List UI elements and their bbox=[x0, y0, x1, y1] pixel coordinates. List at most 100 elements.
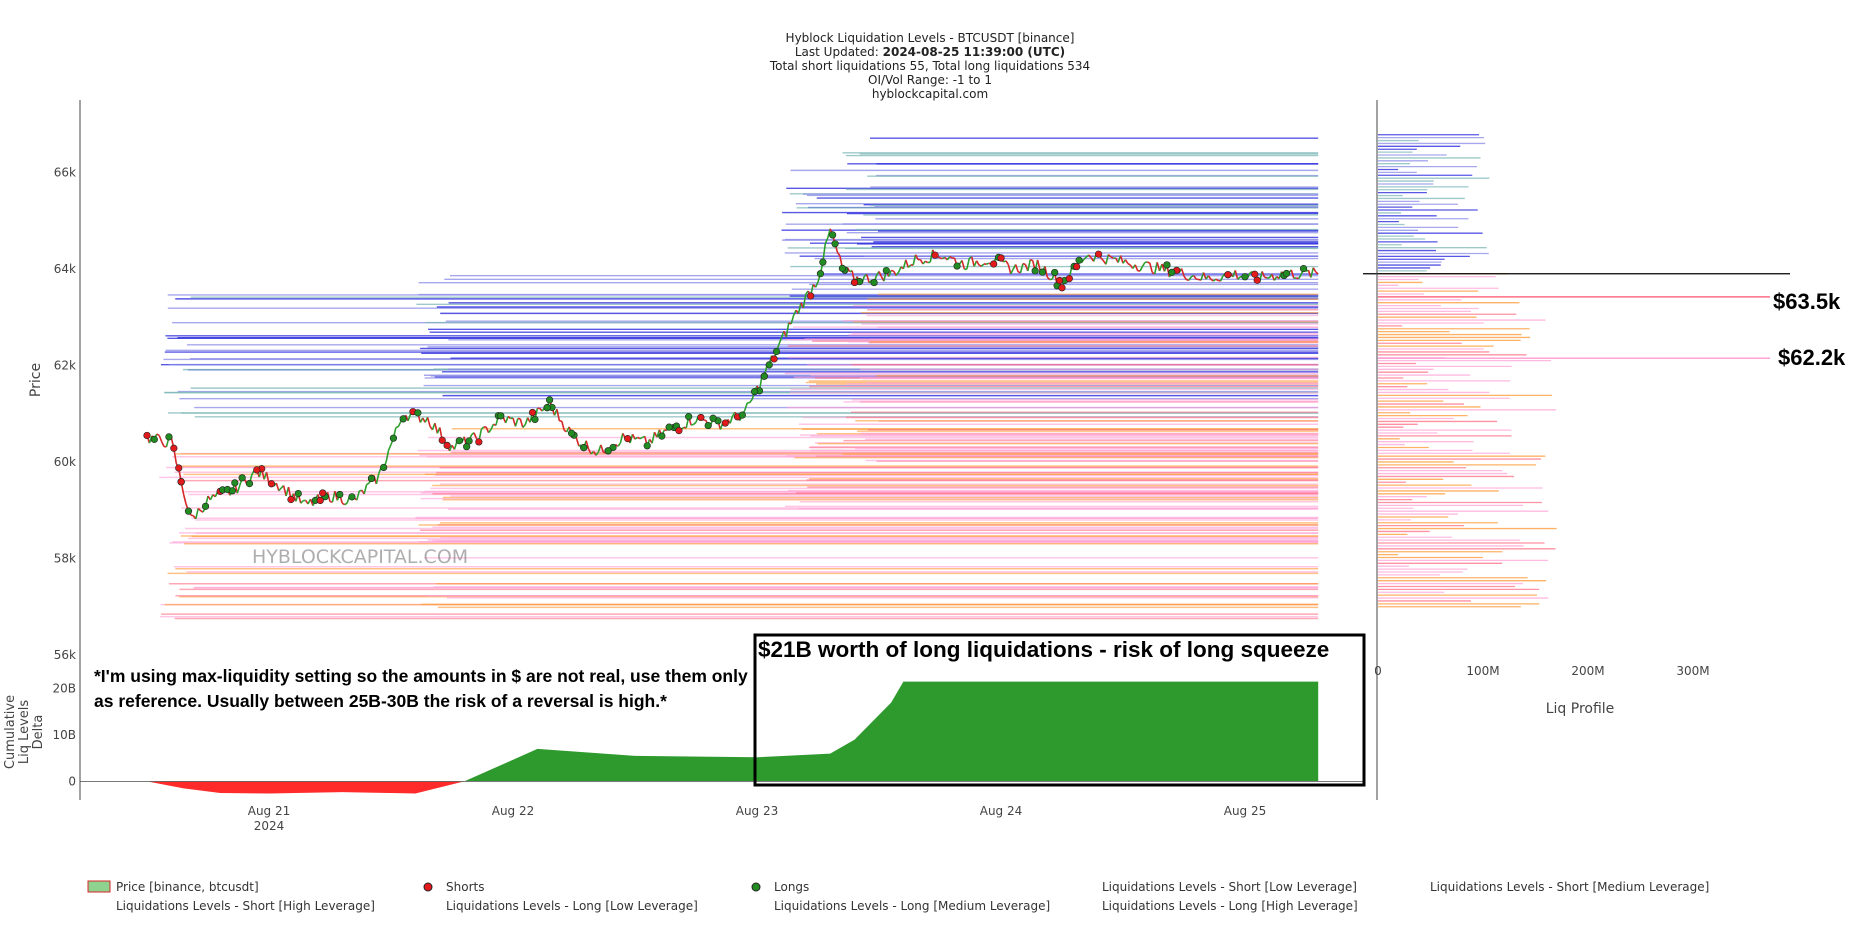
long-dot bbox=[580, 444, 588, 452]
price-segment bbox=[1044, 266, 1049, 278]
price-segment bbox=[946, 256, 951, 261]
long-dot bbox=[531, 415, 539, 424]
price-segment bbox=[448, 444, 453, 452]
long-dot bbox=[831, 240, 839, 248]
price-segment bbox=[1261, 271, 1266, 278]
x-tick-label: Aug 25 bbox=[1224, 804, 1267, 818]
price-segment bbox=[158, 435, 163, 442]
price-segment bbox=[387, 444, 392, 451]
price-segment bbox=[522, 424, 526, 428]
price-segment bbox=[1014, 264, 1019, 273]
price-segment bbox=[1186, 278, 1190, 282]
price-segment bbox=[922, 260, 926, 265]
price-segment bbox=[190, 514, 194, 517]
profile-tick-label: 300M bbox=[1676, 664, 1709, 678]
price-segment bbox=[160, 441, 165, 447]
price-segment bbox=[651, 432, 656, 444]
price-segment bbox=[897, 266, 902, 273]
short-dot bbox=[1094, 250, 1103, 258]
callout-62-2k: $62.2k bbox=[1778, 345, 1846, 370]
price-segment bbox=[912, 254, 917, 266]
long-dot bbox=[819, 258, 827, 266]
short-dot bbox=[143, 431, 151, 440]
price-segment bbox=[939, 257, 943, 260]
price-segment bbox=[814, 281, 819, 288]
price-segment bbox=[970, 256, 975, 267]
long-dot bbox=[1282, 269, 1291, 278]
cumulative-negative-area bbox=[147, 781, 1319, 794]
annotation-box bbox=[753, 633, 1366, 787]
long-dot bbox=[336, 490, 344, 499]
price-segment bbox=[895, 271, 900, 276]
long-dot bbox=[367, 474, 376, 483]
price-segment bbox=[780, 330, 785, 339]
price-segment bbox=[490, 423, 495, 430]
price-segment bbox=[1312, 267, 1317, 273]
y-tick-label: 62k bbox=[54, 358, 76, 372]
price-segment bbox=[363, 484, 368, 495]
price-segment bbox=[1147, 261, 1151, 264]
cum-tick-label: 0 bbox=[68, 774, 76, 788]
price-segment bbox=[1022, 262, 1026, 266]
price-segment bbox=[905, 259, 910, 268]
long-dot bbox=[150, 435, 158, 443]
legend-short-low[interactable]: Liquidations Levels - Short [Low Leverag… bbox=[1102, 880, 1357, 894]
price-segment bbox=[1083, 256, 1087, 260]
profile-tick-label: 0 bbox=[1374, 664, 1382, 678]
short-dot bbox=[443, 441, 451, 449]
price-segment bbox=[631, 433, 636, 440]
long-dot bbox=[1168, 268, 1176, 276]
short-dot bbox=[1055, 276, 1064, 285]
long-dot bbox=[816, 270, 825, 278]
short-dot bbox=[770, 355, 778, 363]
price-segment bbox=[182, 494, 187, 505]
price-segment bbox=[197, 507, 202, 512]
price-segment bbox=[1134, 264, 1139, 271]
price-segment bbox=[1180, 268, 1185, 277]
legend-long-high[interactable]: Liquidations Levels - Long [High Leverag… bbox=[1102, 899, 1358, 913]
profile-axis-label: Liq Profile bbox=[1546, 701, 1615, 717]
price-segment bbox=[929, 249, 934, 263]
price-segment bbox=[275, 482, 280, 492]
liquidation-levels bbox=[159, 137, 1319, 620]
legend-swatch-0 bbox=[87, 880, 111, 893]
price-segment bbox=[487, 428, 492, 434]
legend-short-medium[interactable]: Liquidations Levels - Short [Medium Leve… bbox=[1430, 880, 1710, 894]
short-dot bbox=[177, 478, 185, 486]
legend-longs[interactable]: Longs bbox=[774, 880, 810, 894]
price-segment bbox=[1119, 255, 1124, 264]
price-segment bbox=[749, 398, 753, 404]
legend-price[interactable]: Price [binance, btcusdt] bbox=[116, 880, 259, 894]
price-segment bbox=[575, 437, 580, 447]
price-segment bbox=[1249, 270, 1253, 274]
long-dot bbox=[1031, 267, 1039, 275]
price-segment bbox=[1234, 270, 1239, 280]
price-segment bbox=[617, 442, 621, 447]
price-segment bbox=[826, 228, 831, 239]
short-dot bbox=[175, 464, 183, 472]
long-dot bbox=[1075, 256, 1083, 264]
price-segment bbox=[1198, 278, 1202, 281]
cumulative-positive-area bbox=[147, 681, 1319, 782]
legend-shorts[interactable]: Shorts bbox=[446, 880, 485, 894]
legend-swatch-1 bbox=[423, 882, 433, 892]
price-segment bbox=[1007, 264, 1012, 275]
cum-tick-label: 10B bbox=[52, 728, 76, 742]
price-segment bbox=[729, 415, 734, 424]
price-segment bbox=[473, 432, 478, 439]
legend-long-low[interactable]: Liquidations Levels - Long [Low Leverage… bbox=[446, 899, 698, 913]
price-segment bbox=[1127, 262, 1131, 266]
price-segment bbox=[366, 482, 370, 486]
long-dot bbox=[829, 231, 837, 239]
legend-short-high[interactable]: Liquidations Levels - Short [High Levera… bbox=[116, 899, 375, 913]
price-segment bbox=[1105, 254, 1110, 265]
legend-swatch-2 bbox=[751, 882, 761, 892]
price-segment bbox=[1107, 254, 1112, 258]
long-dot bbox=[609, 443, 617, 452]
legend-long-medium[interactable]: Liquidations Levels - Long [Medium Lever… bbox=[774, 899, 1051, 913]
long-dot bbox=[1051, 268, 1059, 277]
long-dot bbox=[1163, 261, 1171, 269]
y-tick-label: 60k bbox=[54, 455, 76, 469]
price-segment bbox=[556, 409, 561, 421]
price-segment bbox=[1207, 275, 1212, 280]
